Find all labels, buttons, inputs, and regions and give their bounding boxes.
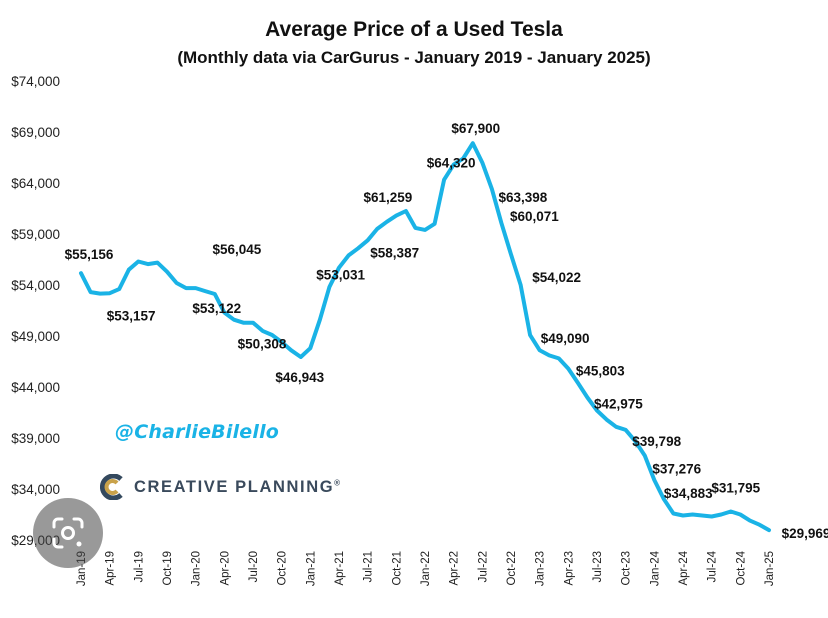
data-label: $53,157 [107,309,156,324]
y-tick-label: $49,000 [11,329,60,344]
x-tick-label: Jan-22 [420,551,432,586]
twitter-handle-watermark: @CharlieBilello [115,421,280,443]
data-label: $58,387 [370,245,419,260]
data-label: $31,795 [711,481,760,496]
y-tick-label: $54,000 [11,278,60,293]
x-tick-label: Apr-22 [449,551,461,586]
data-labels: $55,156 $53,157 $56,045 $53,122 $50,308 $46,9… [65,121,828,541]
data-label: $63,398 [498,190,547,205]
chart-subtitle: (Monthly data via CarGurus - January 201… [177,48,651,67]
y-tick-label: $39,000 [11,431,60,446]
data-label: $34,883 [664,486,713,501]
series-line [79,141,771,533]
x-tick-label: Jul-19 [133,551,145,582]
y-tick-label: $69,000 [11,125,60,140]
x-tick-label: Jul-20 [248,551,260,582]
data-label: $50,308 [238,337,287,352]
x-tick-label: Apr-20 [219,551,231,586]
y-axis: $29,000$34,000$39,000$44,000$49,000$54,0… [11,74,60,548]
y-tick-label: $34,000 [11,482,60,497]
y-tick-label: $74,000 [11,74,60,89]
data-label: $60,071 [510,209,559,224]
data-label: $42,975 [594,397,643,412]
x-tick-label: Jan-23 [535,551,547,586]
x-axis: Jan-19 Apr-19 Jul-19 Oct-19 Jan-20 Apr-20 Jul-… [76,550,776,586]
x-tick-label: Apr-19 [105,551,117,586]
data-label: $61,259 [363,190,412,205]
x-tick-label: Oct-20 [277,551,289,586]
x-tick-label: Oct-22 [506,551,518,586]
x-tick-label: Jan-21 [305,551,317,586]
data-label: $45,803 [576,364,625,379]
chart-title: Average Price of a Used Tesla [265,18,563,41]
x-tick-label: Oct-23 [621,551,633,586]
y-tick-label: $64,000 [11,176,60,191]
x-tick-label: Apr-24 [678,550,690,585]
data-label: $53,122 [192,301,241,316]
data-label: $67,900 [451,121,500,136]
data-label: $53,031 [316,267,365,282]
brand-text: CREATIVE PLANNING® [134,477,341,496]
x-tick-label: Oct-24 [735,550,747,585]
data-label: $64,320 [427,156,476,171]
x-tick-label: Jan-20 [191,551,203,586]
x-tick-label: Jul-22 [477,551,489,582]
creative-planning-logo-icon [100,474,123,500]
creative-planning-logo: CREATIVE PLANNING® [100,474,340,500]
data-label: $29,969 [782,526,828,541]
x-tick-label: Jan-24 [649,550,661,586]
x-tick-label: Apr-21 [334,551,346,586]
data-label: $46,943 [275,370,324,385]
x-tick-label: Jan-25 [764,551,776,586]
x-tick-label: Jul-24 [707,550,719,582]
data-label: $39,798 [632,434,681,449]
x-tick-label: Apr-23 [563,551,575,586]
x-tick-label: Oct-19 [162,551,174,586]
data-label: $37,276 [652,462,701,477]
y-tick-label: $59,000 [11,227,60,242]
data-label: $54,022 [532,270,581,285]
x-tick-label: Jul-23 [592,551,604,582]
x-tick-label: Oct-21 [391,551,403,586]
x-tick-label: Jul-21 [363,551,375,582]
data-label: $55,156 [65,247,114,262]
lens-search-icon[interactable] [33,498,103,568]
lens-glyph-icon [52,517,84,549]
data-label: $49,090 [541,331,590,346]
y-tick-label: $44,000 [11,380,60,395]
data-label: $56,045 [212,242,261,257]
